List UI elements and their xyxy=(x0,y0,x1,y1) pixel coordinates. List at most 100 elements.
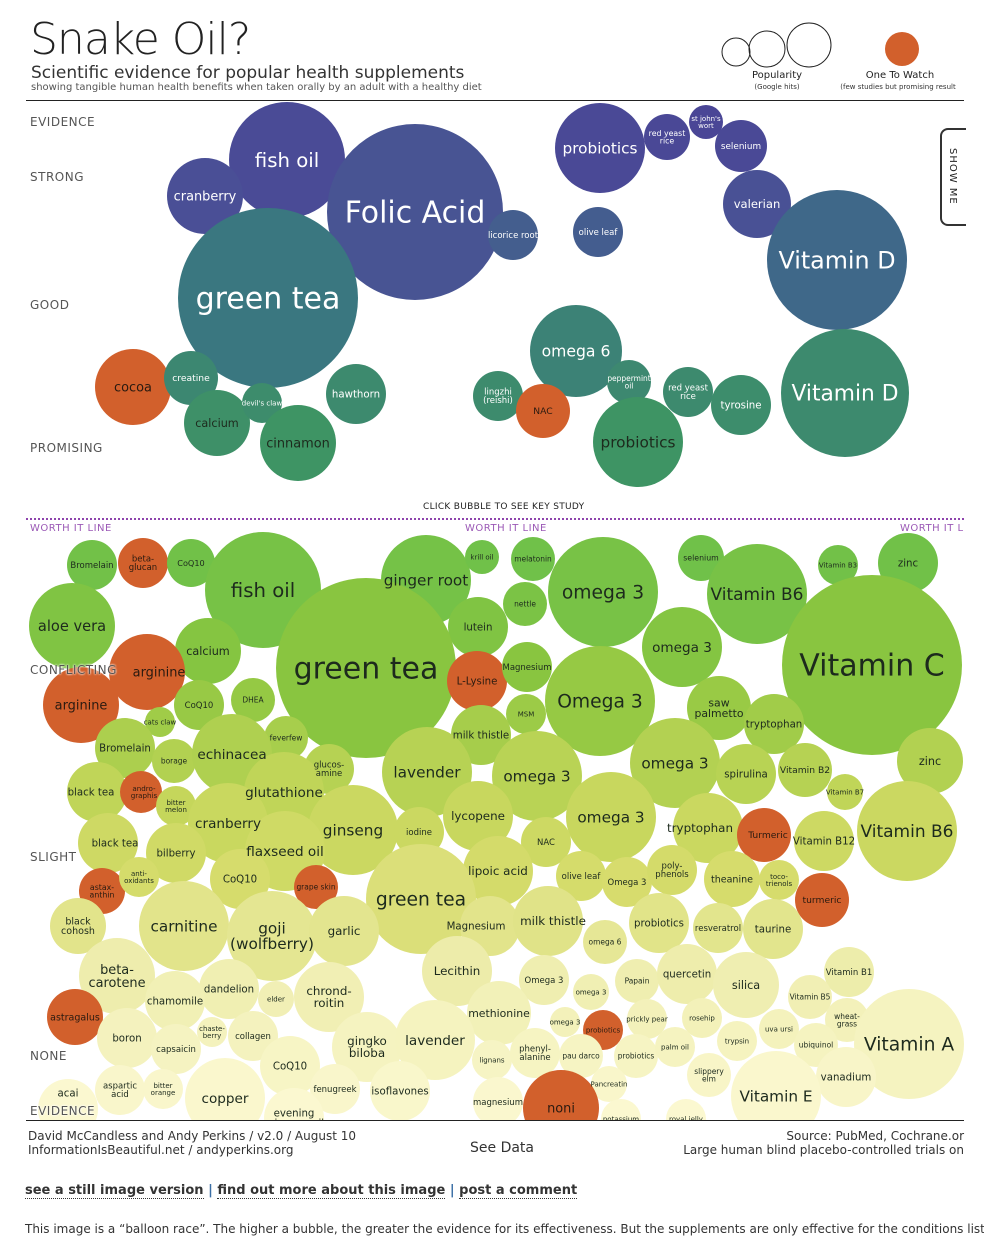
bubble-l-lysine[interactable] xyxy=(447,651,507,711)
bubble-fenugreek[interactable] xyxy=(310,1064,360,1114)
bubble-krill-oil[interactable] xyxy=(465,540,499,574)
bubble-chaste-berry[interactable] xyxy=(197,1017,227,1047)
bubble-goji-wolfberry[interactable] xyxy=(227,891,317,981)
bubble-dhea[interactable] xyxy=(231,678,275,722)
bubble-vitamin-b5[interactable] xyxy=(788,975,832,1019)
bubble-turmeric[interactable] xyxy=(737,808,791,862)
bubble-beta-glucan[interactable] xyxy=(118,538,168,588)
bubble-phenyl-alanine[interactable] xyxy=(510,1028,560,1078)
bubble-taurine[interactable] xyxy=(743,899,803,959)
bubble-omega-3[interactable] xyxy=(492,731,582,821)
bubble-msm[interactable] xyxy=(506,694,546,734)
bubble-anti-oxidants[interactable] xyxy=(119,857,159,897)
bubble-trypsin[interactable] xyxy=(717,1021,757,1061)
bubble-lingzhi-reishi[interactable] xyxy=(473,371,523,421)
bubble-black-cohosh[interactable] xyxy=(50,898,106,954)
bubble-nac[interactable] xyxy=(516,384,570,438)
bubble-omega-3[interactable] xyxy=(548,537,658,647)
bubble-probiotics[interactable] xyxy=(614,1034,658,1078)
bubble-lavender[interactable] xyxy=(382,727,472,817)
bubble-red-yeast-rice[interactable] xyxy=(644,114,690,160)
bubble-resveratrol[interactable] xyxy=(693,903,743,953)
bubble-toco-trienols[interactable] xyxy=(759,860,799,900)
bubble-silica[interactable] xyxy=(713,952,779,1018)
bubble-creatine[interactable] xyxy=(164,351,218,405)
bubble-lecithin[interactable] xyxy=(422,936,492,1006)
bubble-omega-6[interactable] xyxy=(530,305,622,397)
bubble-grape-skin[interactable] xyxy=(294,865,338,909)
bubble-green-tea[interactable] xyxy=(178,208,358,388)
bubble-vitamin-b1[interactable] xyxy=(824,947,874,997)
bubble-cranberry[interactable] xyxy=(167,158,243,234)
bubble-red-yeast-rice[interactable] xyxy=(663,367,713,417)
bubble-green-tea[interactable] xyxy=(366,844,476,954)
bubble-iodine[interactable] xyxy=(394,807,444,857)
bubble-vitamin-d[interactable] xyxy=(781,329,909,457)
bubble-lignans[interactable] xyxy=(472,1040,512,1080)
bubble-potassium[interactable] xyxy=(601,1099,641,1139)
bubble-bitter-orange[interactable] xyxy=(143,1069,183,1109)
bubble-poly-phenols[interactable] xyxy=(647,845,697,895)
bubble-nettle[interactable] xyxy=(503,582,547,626)
bubble-coq10[interactable] xyxy=(174,680,224,730)
bubble-green-tea[interactable] xyxy=(276,578,456,758)
bubble-arginine[interactable] xyxy=(109,634,185,710)
bubble-prickly-pear[interactable] xyxy=(627,999,667,1039)
bubble-black-tea[interactable] xyxy=(78,813,138,873)
bubble-copper[interactable] xyxy=(185,1058,265,1138)
bubble-coq10[interactable] xyxy=(210,849,270,909)
bubble-vitamin-b3[interactable] xyxy=(818,545,858,585)
bubble-milk-thistle[interactable] xyxy=(513,886,583,956)
bubble-vitamin-b6[interactable] xyxy=(857,781,957,881)
bubble-arginine[interactable] xyxy=(43,667,119,743)
bubble-papain[interactable] xyxy=(615,959,659,1003)
bubble-omega-3[interactable] xyxy=(602,857,652,907)
see-data-button[interactable]: See Data xyxy=(470,1140,534,1156)
bubble-st-john-s-wort[interactable] xyxy=(689,105,723,139)
bubble-omega-3[interactable] xyxy=(566,772,656,862)
bubble-lavender[interactable] xyxy=(395,1000,475,1080)
show-me-tab[interactable]: SHOW ME xyxy=(940,128,966,226)
post-comment-link[interactable]: post a comment xyxy=(459,1183,578,1199)
bubble-pancreatin[interactable] xyxy=(591,1066,627,1102)
bubble-chrond-roitin[interactable] xyxy=(294,962,364,1032)
bubble-methionine[interactable] xyxy=(467,981,531,1045)
bubble-vitamin-d[interactable] xyxy=(767,190,907,330)
bubble-omega-3[interactable] xyxy=(550,1007,580,1037)
bubble-vitamin-b12[interactable] xyxy=(794,811,854,871)
bubble-vitamin-b6[interactable] xyxy=(707,544,807,644)
bubble-aspartic-acid[interactable] xyxy=(95,1065,145,1115)
bubble-isoflavones[interactable] xyxy=(370,1061,430,1121)
bubble-vanadium[interactable] xyxy=(816,1047,876,1107)
bubble-selenium[interactable] xyxy=(678,535,724,581)
bubble-boron[interactable] xyxy=(97,1008,157,1068)
bubble-chamomile[interactable] xyxy=(145,971,205,1031)
bubble-devil-s-claw[interactable] xyxy=(242,383,282,423)
bubble-lycopene[interactable] xyxy=(443,781,513,851)
bubble-vitamin-b2[interactable] xyxy=(778,743,832,797)
bubble-capsaicin[interactable] xyxy=(151,1024,201,1074)
bubble-pau-darco[interactable] xyxy=(559,1034,603,1078)
bubble-theanine[interactable] xyxy=(704,851,760,907)
bubble-folic-acid[interactable] xyxy=(327,124,503,300)
bubble-saw-palmetto[interactable] xyxy=(687,676,751,740)
bubble-omega-3[interactable] xyxy=(519,955,569,1005)
bubble-cats-claw[interactable] xyxy=(145,707,175,737)
bubble-bromelain[interactable] xyxy=(95,718,155,778)
bubble-licorice-root[interactable] xyxy=(488,210,538,260)
bubble-omega-3[interactable] xyxy=(545,646,655,756)
bubble-vitamin-b7[interactable] xyxy=(827,774,863,810)
bubble-rosehip[interactable] xyxy=(682,998,722,1038)
bubble-calcium[interactable] xyxy=(184,390,250,456)
bubble-dandelion[interactable] xyxy=(199,959,259,1019)
bubble-quercetin[interactable] xyxy=(657,944,717,1004)
bubble-garlic[interactable] xyxy=(309,896,379,966)
bubble-tryptophan[interactable] xyxy=(673,793,743,863)
bubble-probiotics[interactable] xyxy=(629,893,689,953)
bubble-elder[interactable] xyxy=(258,981,294,1017)
bubble-lutein[interactable] xyxy=(448,597,508,657)
bubble-cinnamon[interactable] xyxy=(260,405,336,481)
bubble-astragalus[interactable] xyxy=(47,989,103,1045)
bubble-slippery-elm[interactable] xyxy=(687,1053,731,1097)
bubble-bitter-melon[interactable] xyxy=(156,786,196,826)
